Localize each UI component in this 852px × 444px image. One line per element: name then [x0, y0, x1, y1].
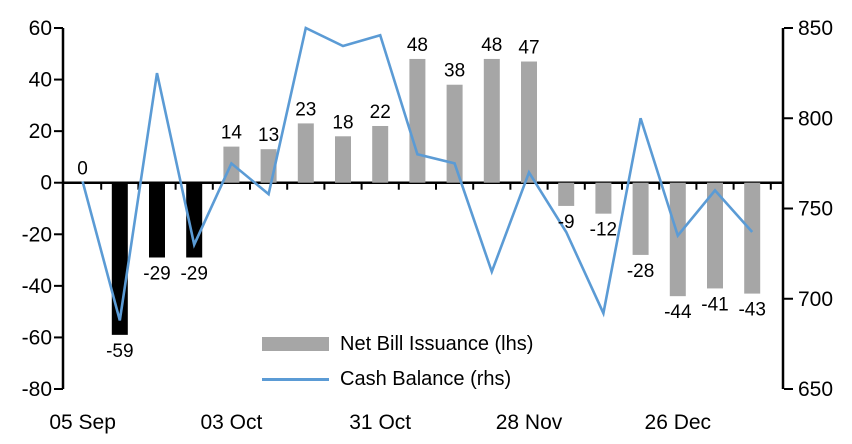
x-axis-label: 31 Oct: [349, 411, 411, 434]
left-axis-tick-label: -40: [22, 275, 52, 298]
bar-value-label: 47: [518, 38, 539, 59]
bar-value-label: -28: [627, 261, 654, 282]
bar-value-label: 13: [258, 125, 279, 146]
left-axis-tick-label: 40: [29, 69, 52, 92]
bar-value-label: -12: [590, 220, 617, 241]
left-axis-tick-label: -80: [22, 378, 52, 401]
bar: [558, 182, 575, 206]
right-axis-tick-label: 800: [798, 107, 833, 130]
bar: [744, 182, 761, 294]
legend-item-line: Cash Balance (rhs): [262, 366, 533, 392]
left-axis-tick-label: 60: [29, 17, 52, 40]
bar-value-label: -44: [664, 302, 692, 323]
bar-value-label: 48: [407, 35, 428, 56]
legend-bar-label: Net Bill Issuance (lhs): [340, 333, 534, 355]
bar-value-label: 22: [370, 102, 391, 123]
right-axis-tick-label: 750: [798, 198, 833, 221]
bar-value-label: 18: [332, 112, 353, 133]
bar-value-label: -29: [143, 263, 170, 284]
left-axis-tick-label: -60: [22, 326, 52, 349]
bar-value-label: 14: [221, 123, 243, 144]
left-axis-tick-label: 0: [40, 172, 52, 195]
bar: [595, 182, 612, 214]
bar: [521, 61, 537, 183]
bar-value-label: 23: [295, 99, 316, 120]
bar-value-label: 48: [481, 35, 502, 56]
right-axis-tick-label: 650: [798, 378, 833, 401]
bar: [409, 58, 426, 183]
bar: [372, 125, 389, 183]
x-axis-label: 26 Dec: [645, 411, 712, 434]
x-axis-label: 03 Oct: [200, 411, 262, 434]
x-axis-label: 05 Sep: [49, 411, 116, 434]
x-axis-label: 28 Nov: [496, 411, 563, 434]
bar: [707, 182, 723, 289]
bar-value-label: 0: [77, 159, 88, 180]
bar: [335, 136, 351, 183]
left-axis-tick-label: -20: [22, 223, 52, 246]
bar-value-label: -9: [558, 212, 575, 233]
legend-line-swatch: [262, 377, 329, 381]
bar-value-label: -29: [180, 263, 207, 284]
bar: [632, 182, 649, 255]
legend-bar-swatch: [262, 337, 329, 351]
bar: [669, 182, 686, 297]
bar: [483, 58, 500, 183]
legend-line-label: Cash Balance (rhs): [340, 368, 512, 390]
right-axis-tick-label: 700: [798, 288, 833, 311]
legend: Net Bill Issuance (lhs) Cash Balance (rh…: [262, 331, 533, 392]
bar-value-label: -59: [106, 341, 133, 362]
bar: [297, 123, 314, 183]
right-axis-tick-label: 850: [798, 17, 833, 40]
bar-value-label: 38: [444, 61, 465, 82]
bar: [149, 182, 165, 258]
left-axis-tick-label: 20: [29, 120, 52, 143]
bar: [446, 84, 463, 183]
bar-value-label: -43: [738, 300, 765, 321]
bar-value-label: -41: [701, 294, 728, 315]
legend-item-bars: Net Bill Issuance (lhs): [262, 331, 533, 357]
cash-balance-line: [81, 26, 754, 321]
